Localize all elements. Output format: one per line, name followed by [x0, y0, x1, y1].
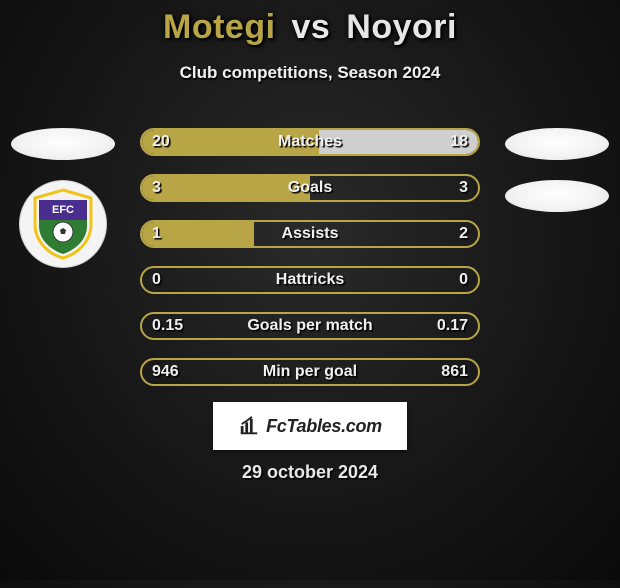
svg-text:EFC: EFC — [52, 204, 74, 216]
bar-left-fill — [142, 176, 310, 200]
stat-row: 946 861 Min per goal — [140, 358, 480, 386]
stat-row: 1 2 Assists — [140, 220, 480, 248]
right-player-column — [502, 128, 612, 212]
brand-text: FcTables.com — [266, 416, 382, 437]
left-player-column: EFC — [8, 128, 118, 268]
stat-right-value: 18 — [450, 133, 468, 151]
stat-label: Matches — [278, 133, 342, 151]
player1-avatar-placeholder — [11, 128, 115, 160]
stat-left-value: 0.15 — [152, 317, 183, 335]
stat-label: Goals per match — [247, 317, 372, 335]
stat-left-value: 946 — [152, 363, 179, 381]
stat-right-value: 0 — [459, 271, 468, 289]
stat-left-value: 1 — [152, 225, 161, 243]
stat-left-value: 0 — [152, 271, 161, 289]
date-text: 29 october 2024 — [0, 462, 620, 483]
vs-label: vs — [292, 8, 331, 46]
stat-right-value: 0.17 — [437, 317, 468, 335]
stat-right-value: 3 — [459, 179, 468, 197]
player1-name: Motegi — [163, 8, 276, 46]
stat-row: 20 18 Matches — [140, 128, 480, 156]
stat-label: Goals — [288, 179, 332, 197]
stat-row: 0.15 0.17 Goals per match — [140, 312, 480, 340]
player1-club-crest: EFC — [19, 180, 107, 268]
stat-right-value: 861 — [441, 363, 468, 381]
stat-bars: 20 18 Matches 3 3 Goals 1 2 Assists 0 0 Hattricks 0.… — [140, 128, 480, 386]
stat-row: 3 3 Goals — [140, 174, 480, 202]
stat-left-value: 20 — [152, 133, 170, 151]
page-title: Motegi vs Noyori — [0, 8, 620, 47]
player2-club-placeholder — [505, 180, 609, 212]
player2-avatar-placeholder — [505, 128, 609, 160]
stat-label: Assists — [282, 225, 339, 243]
stat-label: Min per goal — [263, 363, 357, 381]
player2-name: Noyori — [346, 8, 457, 46]
source-badge[interactable]: FcTables.com — [213, 402, 407, 450]
subtitle: Club competitions, Season 2024 — [0, 63, 620, 83]
stat-row: 0 0 Hattricks — [140, 266, 480, 294]
barchart-icon — [238, 415, 260, 437]
shield-icon: EFC — [29, 188, 97, 260]
stat-right-value: 2 — [459, 225, 468, 243]
stat-left-value: 3 — [152, 179, 161, 197]
stat-label: Hattricks — [276, 271, 344, 289]
